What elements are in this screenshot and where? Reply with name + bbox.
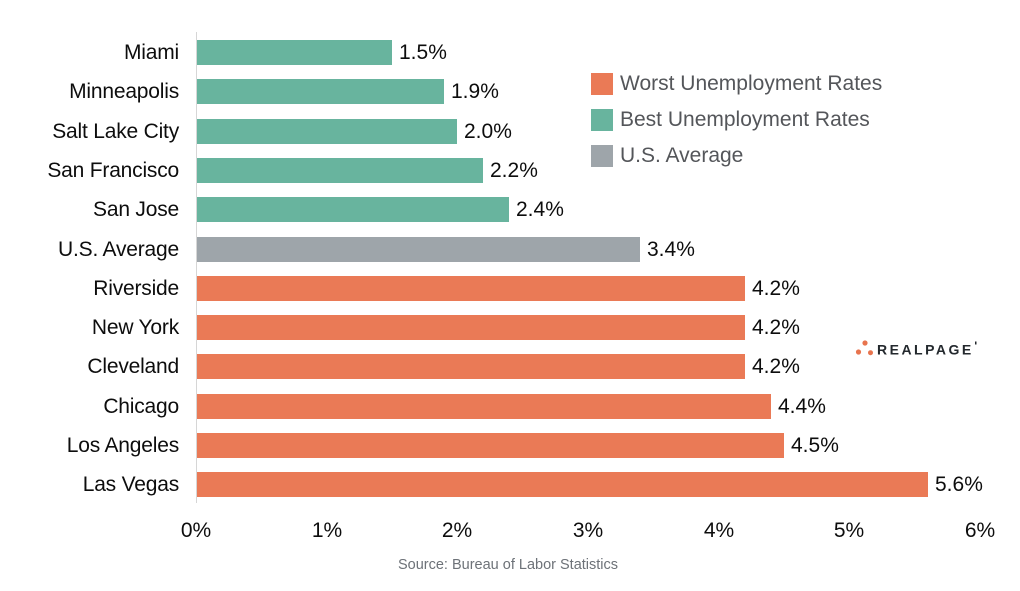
svg-text:REALPAGE: REALPAGE <box>877 342 974 358</box>
